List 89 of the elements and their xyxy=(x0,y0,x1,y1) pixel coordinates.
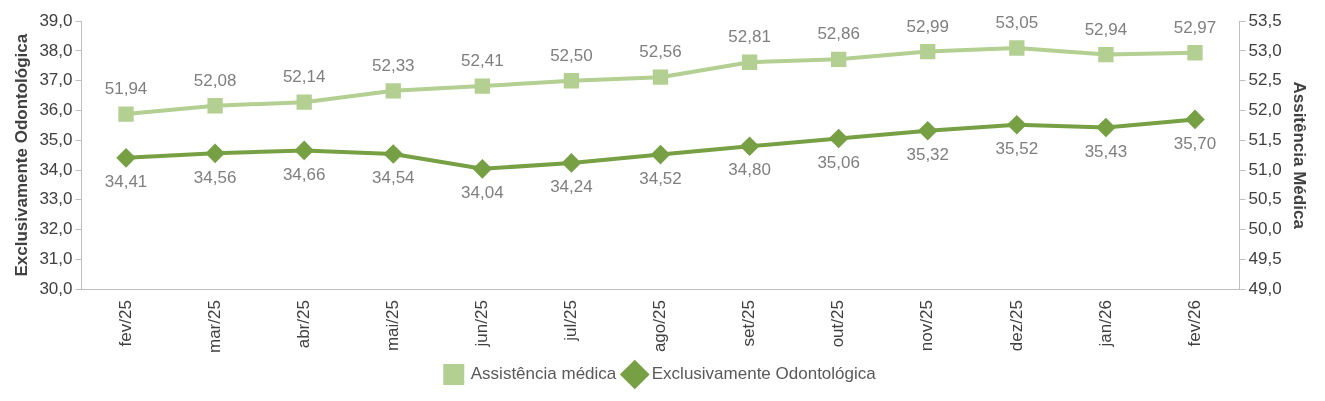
point xyxy=(206,144,225,163)
point xyxy=(741,54,758,70)
legend-label: Assistência médica xyxy=(470,364,617,384)
data-label: 52,81 xyxy=(728,27,771,47)
y2-tick-label: 51,5 xyxy=(1248,129,1282,149)
data-label: 34,66 xyxy=(282,164,326,184)
x-tick-label: set/25 xyxy=(739,300,759,347)
data-label: 52,41 xyxy=(461,51,504,71)
x-tick-label: dez/25 xyxy=(1006,300,1026,352)
point xyxy=(562,153,581,172)
point xyxy=(295,141,314,160)
point xyxy=(1185,110,1204,129)
point xyxy=(296,94,312,110)
legend-label: Exclusivamente Odontológica xyxy=(651,364,877,384)
y-tick-label: 30,0 xyxy=(39,278,73,298)
x-tick-label: out/25 xyxy=(828,300,848,348)
y2-tick-label: 53,0 xyxy=(1248,40,1282,60)
y-tick-label: 35,0 xyxy=(39,129,73,149)
point xyxy=(473,159,492,178)
y2-tick-label: 53,5 xyxy=(1248,10,1282,30)
data-label: 51,94 xyxy=(104,79,148,99)
point xyxy=(118,106,134,122)
point xyxy=(920,43,936,60)
data-label: 35,32 xyxy=(906,144,950,164)
data-label: 34,52 xyxy=(639,168,682,188)
data-label: 52,97 xyxy=(1173,17,1217,37)
point xyxy=(1007,115,1026,134)
x-tick-label: mar/25 xyxy=(204,300,224,354)
y2-tick-label: 49,5 xyxy=(1248,249,1282,269)
x-tick-label: ago/25 xyxy=(650,300,670,353)
point xyxy=(117,148,136,167)
x-tick-label: jan/26 xyxy=(1095,300,1115,348)
point xyxy=(563,73,580,89)
data-label: 52,14 xyxy=(282,67,326,87)
x-tick-label: mai/25 xyxy=(382,300,402,352)
x-tick-label: jun/25 xyxy=(472,300,492,348)
y2-axis-title: Assitência Médica xyxy=(1290,81,1310,230)
data-label: 34,24 xyxy=(550,177,593,197)
point xyxy=(651,145,670,164)
point xyxy=(384,144,403,163)
data-label: 52,33 xyxy=(371,56,415,76)
data-label: 34,80 xyxy=(728,160,771,180)
data-label: 35,70 xyxy=(1173,133,1217,153)
y-tick-label: 32,0 xyxy=(39,219,73,239)
y2-tick-label: 52,5 xyxy=(1248,70,1282,90)
data-label: 53,05 xyxy=(995,13,1039,33)
data-label: 52,56 xyxy=(639,42,682,62)
point xyxy=(1098,46,1114,63)
x-tick-label: abr/25 xyxy=(293,300,313,349)
data-label: 34,54 xyxy=(371,168,415,188)
point xyxy=(1096,118,1115,137)
y-tick-label: 33,0 xyxy=(39,189,73,209)
x-tick-label: fev/26 xyxy=(1184,300,1204,347)
y-tick-label: 39,0 xyxy=(39,10,73,30)
x-tick-label: jul/25 xyxy=(561,300,581,342)
y2-tick-label: 51,0 xyxy=(1248,159,1282,179)
y2-tick-label: 49,0 xyxy=(1248,278,1282,298)
x-tick-label: fev/25 xyxy=(115,300,135,347)
y2-tick-label: 50,5 xyxy=(1248,189,1282,209)
data-label: 35,06 xyxy=(817,152,860,172)
data-label: 34,41 xyxy=(104,172,148,192)
point xyxy=(1187,45,1203,61)
point xyxy=(740,137,759,156)
data-label: 35,43 xyxy=(1084,141,1128,161)
y-tick-label: 31,0 xyxy=(39,249,73,269)
data-label: 34,56 xyxy=(193,167,237,187)
point xyxy=(207,98,223,114)
data-label: 35,52 xyxy=(995,138,1039,158)
y-tick-label: 36,0 xyxy=(39,100,73,120)
data-label: 52,86 xyxy=(817,24,860,44)
point xyxy=(652,69,669,85)
point xyxy=(918,121,937,140)
point xyxy=(385,83,401,99)
y-tick-label: 37,0 xyxy=(39,70,73,90)
point xyxy=(831,51,847,67)
data-label: 52,99 xyxy=(906,16,950,36)
point xyxy=(829,129,848,148)
point xyxy=(474,78,490,94)
y-tick-label: 34,0 xyxy=(39,159,73,179)
y-tick-label: 38,0 xyxy=(39,40,73,60)
y2-tick-label: 52,0 xyxy=(1248,100,1282,120)
x-tick-label: nov/25 xyxy=(917,300,937,352)
y-axis-title: Exclusivamente Odontológica xyxy=(11,33,31,277)
y2-tick-label: 50,0 xyxy=(1248,219,1282,239)
data-label: 34,04 xyxy=(461,183,504,203)
data-label: 52,94 xyxy=(1084,19,1128,39)
point xyxy=(1009,40,1025,56)
data-label: 52,08 xyxy=(193,70,237,90)
data-label: 52,50 xyxy=(550,45,593,65)
